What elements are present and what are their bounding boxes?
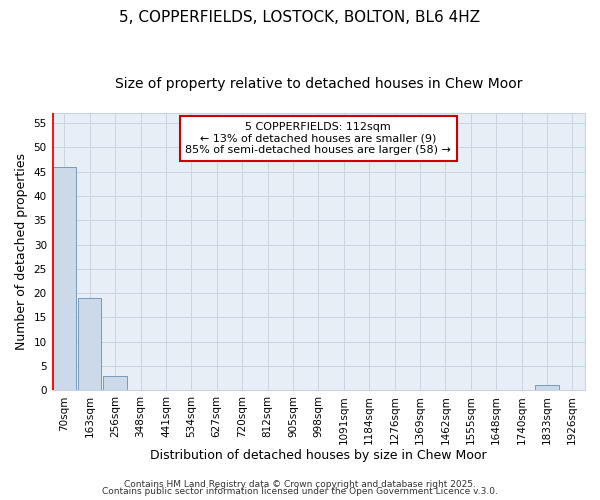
Text: 5, COPPERFIELDS, LOSTOCK, BOLTON, BL6 4HZ: 5, COPPERFIELDS, LOSTOCK, BOLTON, BL6 4H… bbox=[119, 10, 481, 25]
Y-axis label: Number of detached properties: Number of detached properties bbox=[15, 154, 28, 350]
Bar bbox=[103, 376, 127, 390]
Title: Size of property relative to detached houses in Chew Moor: Size of property relative to detached ho… bbox=[115, 78, 522, 92]
Text: Contains HM Land Registry data © Crown copyright and database right 2025.: Contains HM Land Registry data © Crown c… bbox=[124, 480, 476, 489]
Text: Contains public sector information licensed under the Open Government Licence v.: Contains public sector information licen… bbox=[102, 487, 498, 496]
Text: 5 COPPERFIELDS: 112sqm
← 13% of detached houses are smaller (9)
85% of semi-deta: 5 COPPERFIELDS: 112sqm ← 13% of detached… bbox=[185, 122, 451, 155]
X-axis label: Distribution of detached houses by size in Chew Moor: Distribution of detached houses by size … bbox=[150, 450, 487, 462]
Bar bbox=[53, 167, 76, 390]
Bar bbox=[78, 298, 101, 390]
Bar bbox=[535, 386, 559, 390]
